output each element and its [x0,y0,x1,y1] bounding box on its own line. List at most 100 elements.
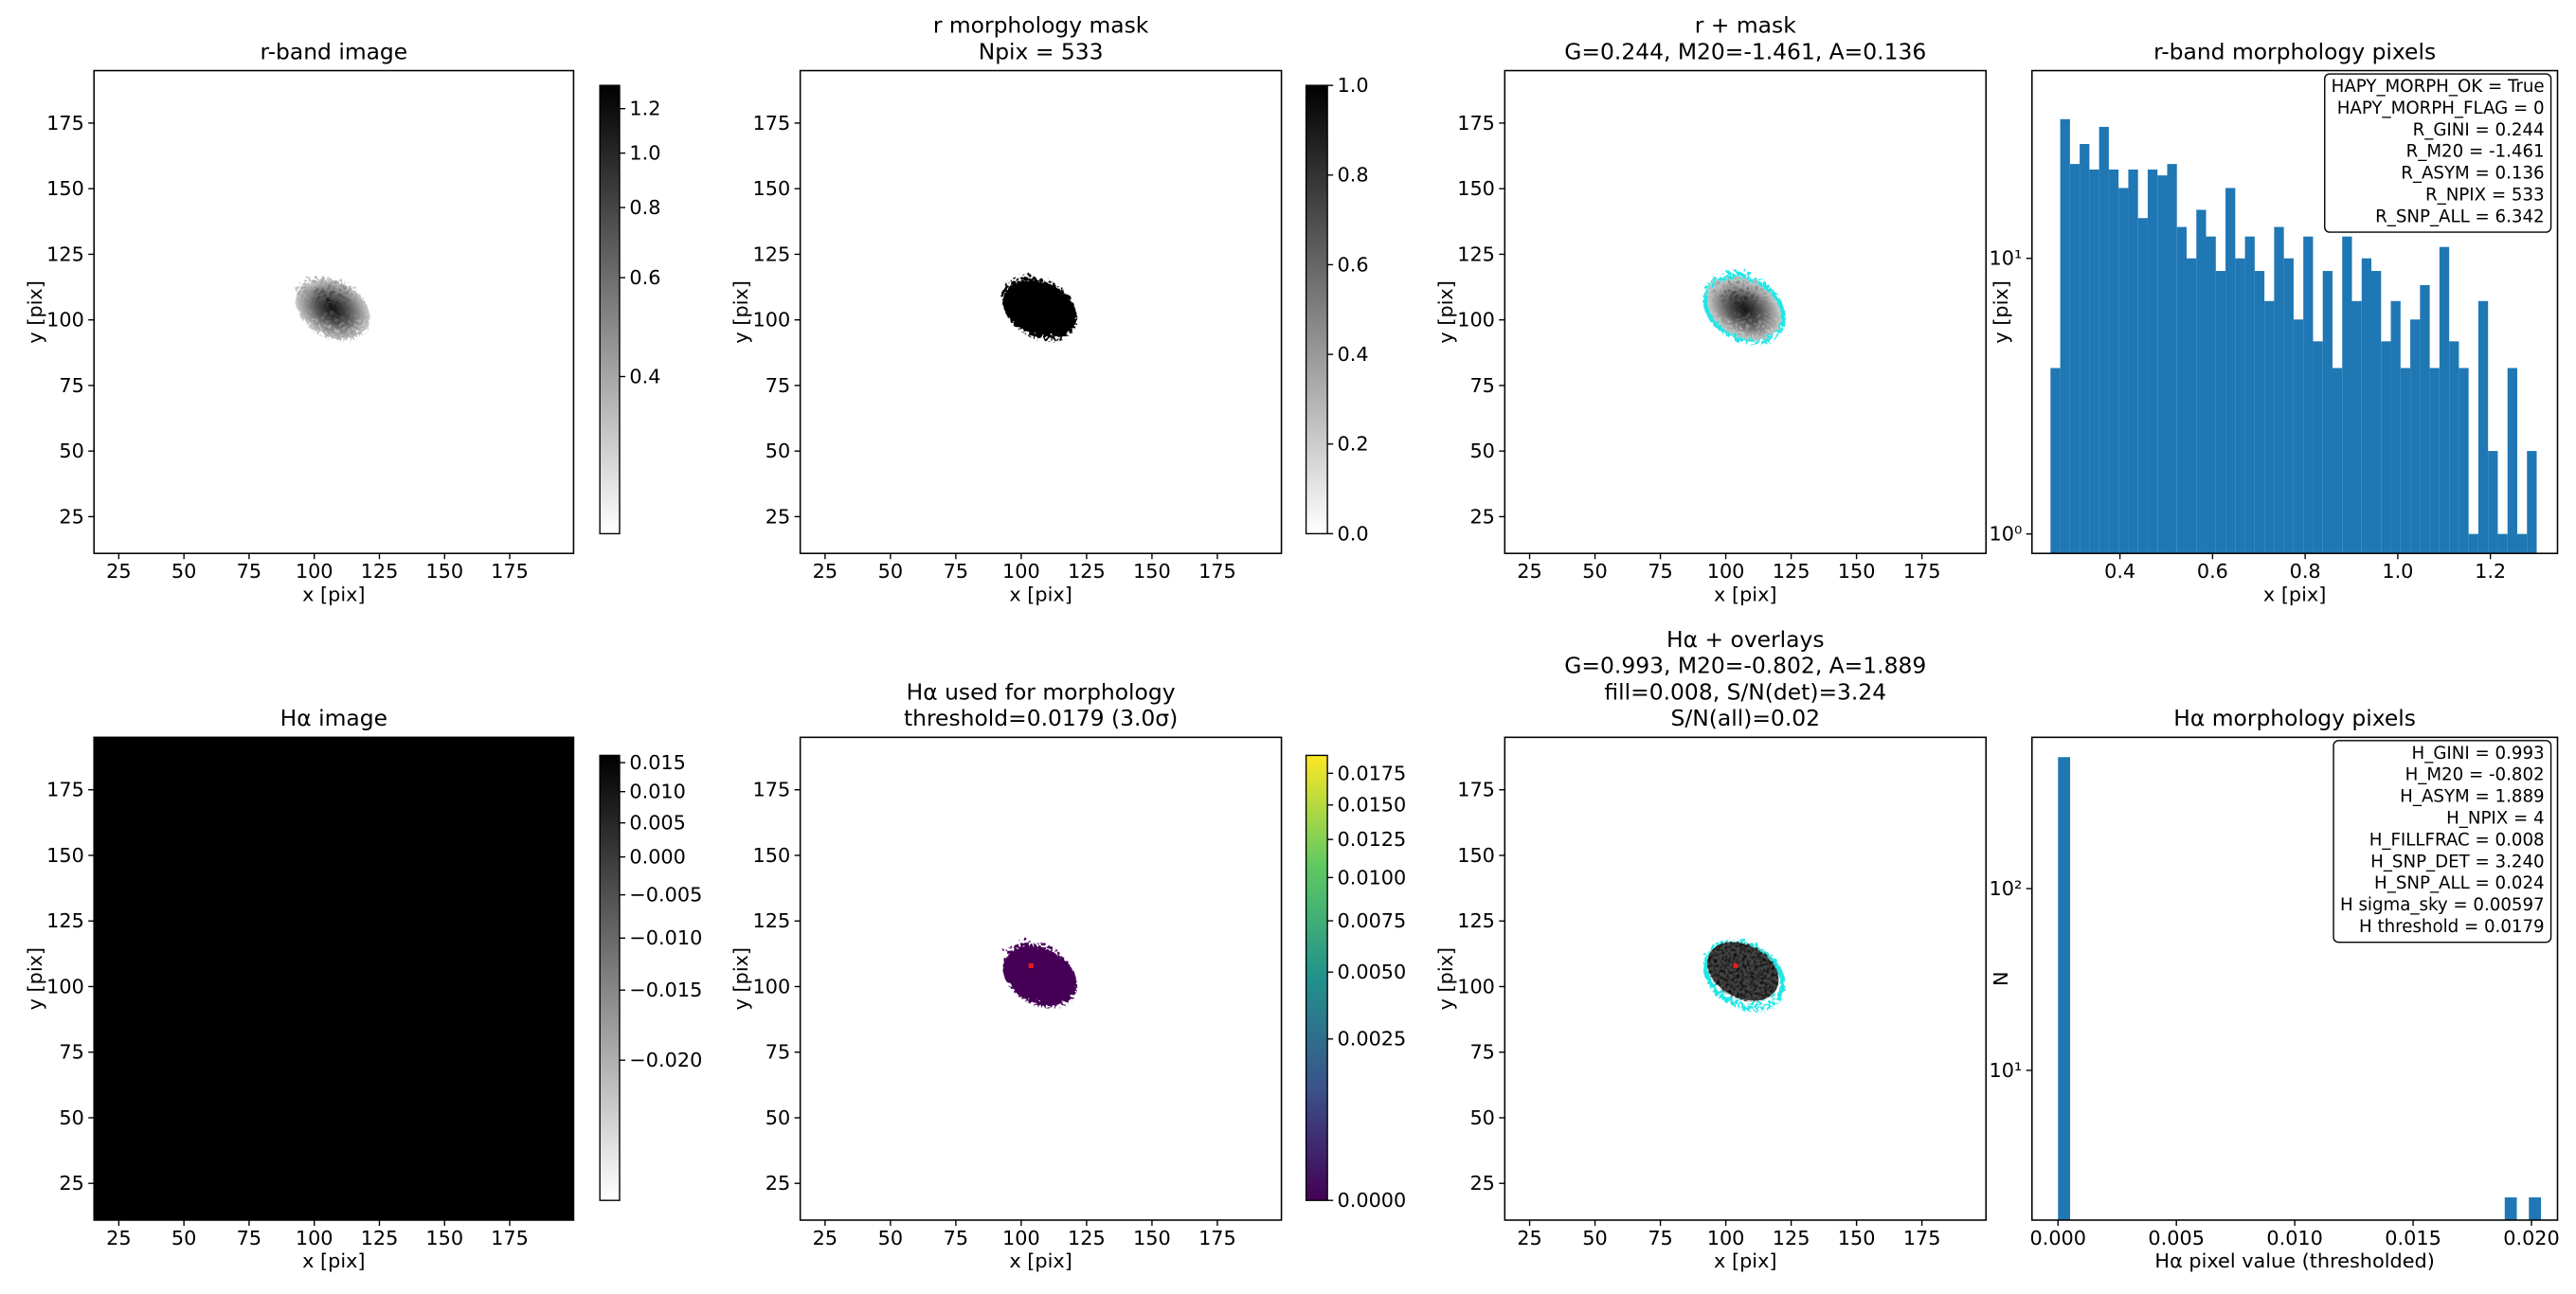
chart-title: r-band morphology pixels [2153,38,2436,64]
annotation-line: H_SNP_ALL = 0.024 [2374,873,2545,893]
bar [2527,451,2537,554]
bar [2235,258,2245,554]
colorbar-tick-label: 0.6 [629,266,660,289]
y-tick-label: 125 [46,243,84,265]
colorbar-tick-label: 1.0 [629,142,660,165]
panel: 0.4 0.6 0.8 1.0 1.2 10⁰ 10¹ x [pix] y [pix] r-ban… [1990,38,2559,605]
annotation: HAPY_MORPH_OK = True HAPY_MORPH_FLAG = 0 R… [2324,73,2552,233]
chart-title: threshold=0.0179 (3.0σ) [904,705,1178,731]
chart-title: Hα morphology pixels [2173,705,2416,731]
bar [2477,300,2489,554]
chart-title: G=0.993, M20=-0.802, A=1.889 [1564,653,1926,679]
bar [2303,236,2314,554]
y-axis-label: y [pix] [1434,947,1457,1010]
y-tick-label: 25 [766,505,790,528]
colorbar-tick-label: −0.020 [629,1049,702,1071]
y-tick-label: 125 [46,909,84,932]
x-tick-label: 50 [171,1227,196,1249]
colorbar-tick-label: 0.015 [629,751,686,774]
x-tick-label: 75 [1648,1227,1672,1249]
bar [2516,533,2528,554]
x-tick-label: 1.2 [2475,560,2506,583]
bar [2371,271,2382,554]
y-tick-label: 25 [1469,505,1494,528]
y-tick-label: 150 [753,177,791,200]
x-tick-label: 125 [1068,560,1106,583]
y-tick-label: 50 [59,440,83,462]
y-tick-label: 150 [1457,844,1495,867]
colorbar-tick-label: 0.000 [629,846,686,869]
x-tick-label: 25 [813,1227,838,1249]
annotation-line: H threshold = 0.0179 [2359,917,2545,937]
x-tick-label: 25 [1517,560,1541,583]
colorbar-tick-label: −0.005 [629,884,702,907]
y-tick-label: 75 [59,1041,83,1064]
x-tick-label: 100 [1707,1227,1745,1249]
bar [2429,368,2440,554]
bar [2254,271,2265,554]
bar [2069,164,2081,554]
panel: 25 50 75 100 125 150 175 25 50 75 100 125 150 175 x [p… [1434,12,1988,605]
chart-title: Hα + overlays [1666,626,1825,653]
image-noise [94,737,574,1220]
masked-noise [1696,928,1790,1015]
y-tick-label: 175 [1457,112,1495,135]
y-tick-label: 50 [59,1106,83,1129]
axes-frame [93,69,575,554]
mask [1000,274,1076,336]
y-tick-label: 150 [46,844,84,867]
panel: 25 50 75 100 125 150 175 25 50 75 100 125 150 175 x [p… [24,38,661,605]
x-tick-label: 25 [106,560,131,583]
x-tick-label: 150 [1133,560,1171,583]
panel: 25 50 75 100 125 150 175 25 50 75 100 125 150 175 x [p… [730,12,1368,606]
x-tick-label: 150 [1133,1227,1171,1249]
x-tick-label: 75 [237,560,261,583]
y-tick-label: 75 [766,374,790,397]
y-tick-label: 100 [1457,975,1495,997]
x-tick-label: 125 [1068,1227,1106,1249]
annotation-line: H_GINI = 0.993 [2412,744,2545,764]
annotation-line: R_ASYM = 0.136 [2401,164,2544,184]
y-tick-label: 50 [766,440,790,462]
colorbar-tick-label: 0.8 [1338,164,1369,187]
x-tick-label: 175 [491,1227,529,1249]
colorbar-tick-label: 0.0050 [1338,961,1407,983]
y-tick-label: 150 [753,844,791,867]
y-tick-label: 125 [1457,243,1495,265]
bar [2468,533,2478,554]
annotation-box [2333,740,2552,944]
y-axis-label: y [pix] [1434,280,1457,343]
annotation-line: H_SNP_DET = 3.240 [2370,852,2544,872]
colorbar-tick-label: 0.0125 [1338,828,1407,851]
x-tick-label: 0.005 [2148,1227,2205,1249]
bar [2488,451,2498,554]
annotation-line: H_M20 = -0.802 [2405,765,2545,785]
y-tick-label: 100 [46,975,84,997]
annotation-box [2324,73,2552,233]
x-axis-label: x [pix] [302,1249,365,1272]
x-tick-label: 125 [361,1227,399,1249]
y-axis-label: y [pix] [1990,280,2012,343]
colorbar-tick-label: 0.0100 [1338,866,1407,889]
bar [2361,258,2372,554]
y-tick-label: 100 [753,975,791,997]
y-tick-label: 150 [46,177,84,200]
bar [2128,169,2138,554]
bar [2080,144,2090,554]
colorbar [1305,754,1328,1201]
x-tick-label: 100 [1002,1227,1040,1249]
bar [2089,169,2099,554]
y-tick-label: 100 [753,309,791,332]
bar [2137,218,2148,554]
x-tick-label: 25 [106,1227,131,1249]
bar [2274,226,2284,554]
y-tick-label: 75 [1469,1041,1494,1064]
axes-frame [1504,69,1988,554]
x-tick-label: 75 [944,1227,968,1249]
mask [1000,940,1076,1003]
y-tick-label: 25 [59,1172,83,1195]
bar [2400,368,2411,554]
colorbar-tick-label: −0.015 [629,979,702,1001]
bar [2147,169,2158,554]
bar [2293,319,2304,554]
